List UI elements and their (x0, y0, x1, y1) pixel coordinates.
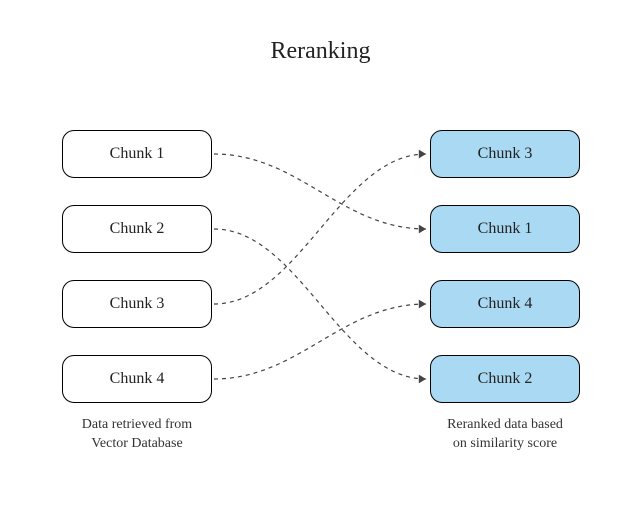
right-box-3: Chunk 4 (430, 280, 580, 328)
edge-l2-to-r4 (214, 229, 426, 379)
right-box-4: Chunk 2 (430, 355, 580, 403)
caption-right: Reranked data based on similarity score (430, 416, 580, 454)
right-box-label: Chunk 4 (478, 295, 533, 313)
caption-left-line1: Data retrieved from (82, 417, 192, 432)
edge-l4-to-r3 (214, 304, 426, 379)
right-box-1: Chunk 3 (430, 130, 580, 178)
left-box-label: Chunk 4 (110, 370, 165, 388)
right-box-label: Chunk 3 (478, 145, 533, 163)
caption-right-line1: Reranked data based (447, 417, 563, 432)
left-box-label: Chunk 1 (110, 145, 165, 163)
right-box-label: Chunk 2 (478, 370, 533, 388)
diagram-title: Reranking (0, 38, 641, 65)
left-box-3: Chunk 3 (62, 280, 212, 328)
right-box-label: Chunk 1 (478, 220, 533, 238)
left-box-2: Chunk 2 (62, 205, 212, 253)
caption-left-line2: Vector Database (91, 436, 182, 451)
left-box-1: Chunk 1 (62, 130, 212, 178)
right-box-2: Chunk 1 (430, 205, 580, 253)
edge-l1-to-r2 (214, 154, 426, 229)
left-box-label: Chunk 2 (110, 220, 165, 238)
caption-left: Data retrieved from Vector Database (62, 416, 212, 454)
edge-l3-to-r1 (214, 154, 426, 304)
left-box-label: Chunk 3 (110, 295, 165, 313)
left-box-4: Chunk 4 (62, 355, 212, 403)
caption-right-line2: on similarity score (453, 436, 557, 451)
